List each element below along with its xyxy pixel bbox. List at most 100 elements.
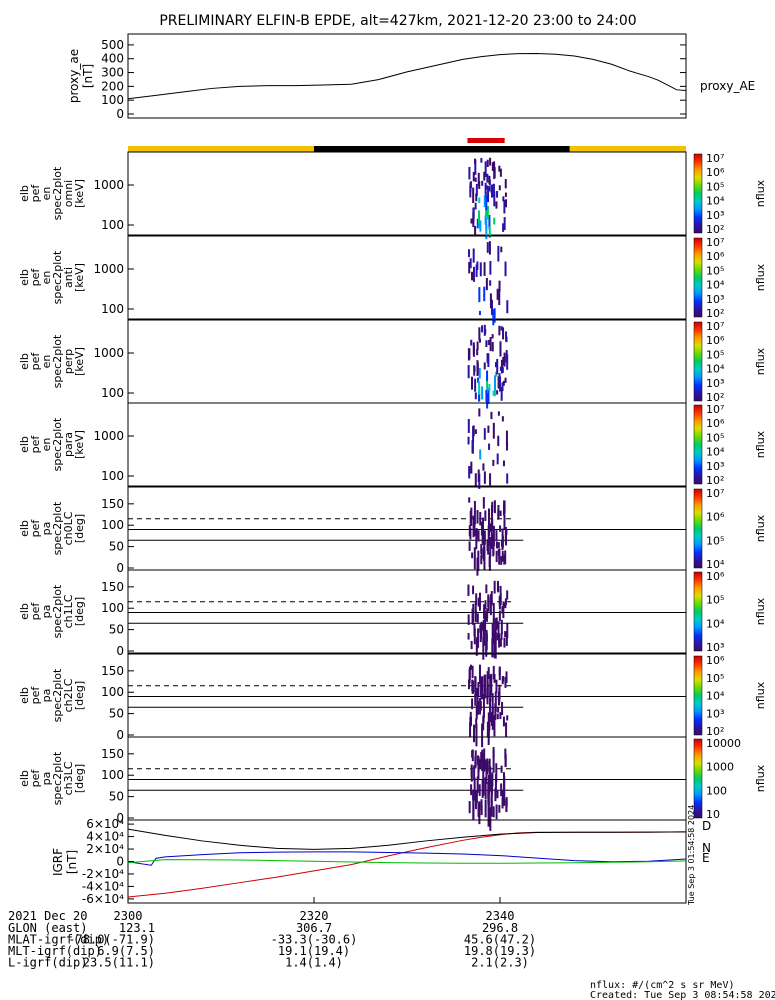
ephemeris-value-2: -33.3(-30.6): [271, 933, 358, 947]
spectrogram-pixel: [492, 533, 495, 555]
spectrogram-pixel: [488, 175, 491, 184]
colorbar-label: nflux: [754, 179, 767, 207]
spectrogram-pixel: [469, 722, 472, 737]
spectrogram-pixel: [482, 693, 485, 718]
spectrogram-pixel: [486, 159, 489, 168]
spectrogram-pixel: [485, 208, 488, 217]
spectrogram-pixel: [495, 687, 498, 693]
x-tick-label: 2340: [486, 909, 515, 923]
spec-ylabel-line: pef: [29, 184, 42, 203]
spec-ylabel-line: [deg]: [73, 597, 86, 626]
colorbar: [693, 571, 703, 652]
spectrogram-pixel: [488, 226, 491, 238]
spectrogram-pixel: [491, 623, 494, 644]
spectrogram-pixel: [503, 199, 506, 214]
spectrogram-pixel: [482, 716, 485, 731]
spectrogram-pixel: [487, 787, 490, 811]
spec-ytick-label: 100: [101, 386, 124, 400]
spectrogram-pixel: [498, 633, 501, 648]
spec-ylabel-line: [keV]: [73, 263, 86, 292]
spectrogram-pixel: [468, 261, 471, 274]
spectrogram-pixel: [504, 261, 507, 277]
spectrogram-pixel: [492, 806, 495, 818]
spectrogram-pixel: [482, 764, 485, 788]
spectrogram-pixel: [477, 530, 480, 542]
igrf-line-n: [127, 851, 687, 866]
spectrogram-pixel: [487, 425, 490, 433]
spectrogram-pixel: [489, 537, 492, 557]
ae-ytick-label: 400: [101, 52, 124, 66]
spectrogram-pixel: [502, 716, 505, 727]
spectrogram-pixel: [487, 539, 490, 555]
spectrogram-pixel: [489, 676, 492, 697]
spectrogram-pixel: [472, 207, 475, 219]
ephemeris-value-3: 19.8(19.3): [464, 944, 536, 958]
spectrogram-pixel: [505, 671, 508, 683]
spectrogram-pixel: [504, 753, 507, 767]
spectrogram-pixel: [494, 774, 497, 793]
spec-ytick-label: 1000: [93, 178, 124, 192]
colorbar-tick-label: 10⁷: [706, 152, 724, 165]
spectrogram-pixel: [496, 190, 499, 198]
colorbar-tick-label: 10⁷: [706, 487, 724, 500]
region-segment: [569, 146, 686, 152]
ephemeris-value-1: 23.5(11.1): [83, 956, 155, 970]
igrf-ytick-label: 6×10⁴: [86, 817, 124, 831]
spec-ytick-label: 50: [109, 707, 124, 721]
spectrogram-pixel: [475, 593, 478, 606]
colorbar-tick-label: 10⁴: [706, 558, 725, 571]
spectrogram-pixel: [501, 416, 504, 422]
spectrogram-pixel: [477, 806, 480, 818]
spec-ylabel-line: en: [40, 438, 53, 452]
spectrogram-pixel: [489, 280, 492, 286]
spectrogram-pixel: [491, 334, 494, 339]
spectrogram-pixel: [470, 218, 473, 224]
spectrogram-pixel: [467, 418, 470, 433]
spectrogram-pixel: [498, 325, 501, 336]
spectrogram-pixel: [468, 466, 471, 479]
spectrogram-pixel: [488, 443, 491, 450]
spec-ytick-label: 100: [101, 768, 124, 782]
spectrogram-pixel: [476, 341, 479, 350]
spec-ylabel-line: elb: [18, 353, 31, 370]
spectrogram-pixel: [472, 789, 475, 800]
spectrogram-pixel: [498, 185, 501, 191]
spectrogram-pixel: [478, 310, 481, 316]
igrf-ytick-label: 4×10⁴: [86, 830, 124, 844]
spec-ylabel-line: pef: [29, 268, 42, 287]
spectrogram-frame: [127, 653, 687, 738]
spectrogram-pixel: [468, 166, 471, 180]
spectrogram-pixel: [486, 758, 489, 775]
ae-ytick-label: 0: [116, 107, 124, 121]
spectrogram-pixel: [496, 288, 499, 300]
ae-ytick-label: 200: [101, 79, 124, 93]
ephemeris-value-2: 306.7: [296, 921, 332, 935]
spectrogram-pixel: [504, 676, 507, 688]
spectrogram-pixel: [504, 192, 507, 197]
spec-ylabel-line: pa: [40, 772, 53, 786]
spectrogram-pixel: [478, 197, 481, 204]
spectrogram-pixel: [502, 460, 505, 467]
spectrogram-pixel: [488, 714, 491, 731]
spectrogram-pixel: [468, 497, 471, 503]
spectrogram-pixel: [492, 617, 495, 641]
spectrogram-pixel: [474, 159, 477, 175]
spec-ytick-label: 0: [116, 728, 124, 742]
spec-ytick-label: 150: [101, 747, 124, 761]
spectrogram-pixel: [505, 356, 508, 362]
spectrogram-pixel: [499, 341, 502, 357]
spectrogram-pixel: [486, 687, 489, 701]
igrf-ytick-label: 2×10⁴: [86, 842, 124, 856]
spec-ylabel-line: [deg]: [73, 681, 86, 710]
spec-ylabel-line: elb: [18, 603, 31, 620]
spectrogram-pixel: [472, 425, 475, 437]
spectrogram-pixel: [471, 665, 474, 679]
spectrogram-pixel: [474, 378, 477, 392]
spectrogram-pixel: [487, 508, 490, 518]
spec-ylabel-line: spec2plot: [51, 417, 64, 471]
spectrogram-pixel: [479, 449, 482, 460]
spectrogram-pixel: [478, 381, 481, 395]
spec-ylabel-line: en: [40, 355, 53, 369]
spectrogram-pixel: [485, 767, 488, 784]
